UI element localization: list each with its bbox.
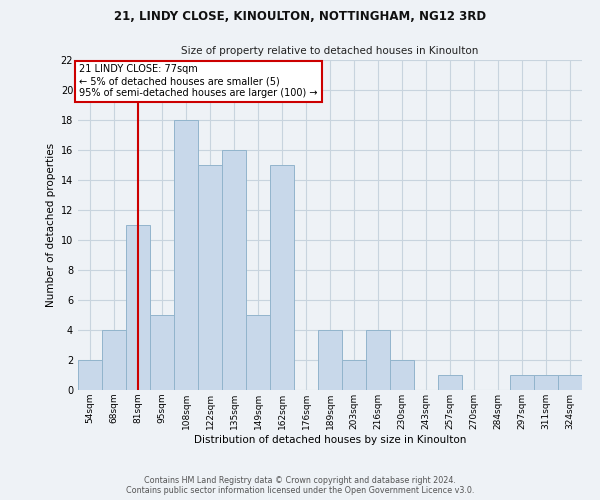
Text: Contains HM Land Registry data © Crown copyright and database right 2024.
Contai: Contains HM Land Registry data © Crown c… bbox=[126, 476, 474, 495]
Bar bbox=[78, 360, 102, 390]
Bar bbox=[150, 315, 174, 390]
X-axis label: Distribution of detached houses by size in Kinoulton: Distribution of detached houses by size … bbox=[194, 434, 466, 444]
Bar bbox=[534, 375, 558, 390]
Bar bbox=[222, 150, 246, 390]
Y-axis label: Number of detached properties: Number of detached properties bbox=[46, 143, 56, 307]
Bar bbox=[102, 330, 126, 390]
Text: 21 LINDY CLOSE: 77sqm
← 5% of detached houses are smaller (5)
95% of semi-detach: 21 LINDY CLOSE: 77sqm ← 5% of detached h… bbox=[79, 64, 318, 98]
Bar bbox=[558, 375, 582, 390]
Bar bbox=[366, 330, 390, 390]
Bar bbox=[174, 120, 198, 390]
Bar bbox=[438, 375, 462, 390]
Bar bbox=[270, 165, 294, 390]
Bar bbox=[126, 225, 150, 390]
Bar bbox=[198, 165, 222, 390]
Text: 21, LINDY CLOSE, KINOULTON, NOTTINGHAM, NG12 3RD: 21, LINDY CLOSE, KINOULTON, NOTTINGHAM, … bbox=[114, 10, 486, 23]
Bar bbox=[318, 330, 342, 390]
Title: Size of property relative to detached houses in Kinoulton: Size of property relative to detached ho… bbox=[181, 46, 479, 56]
Bar bbox=[510, 375, 534, 390]
Bar bbox=[390, 360, 414, 390]
Bar bbox=[342, 360, 366, 390]
Bar bbox=[246, 315, 270, 390]
